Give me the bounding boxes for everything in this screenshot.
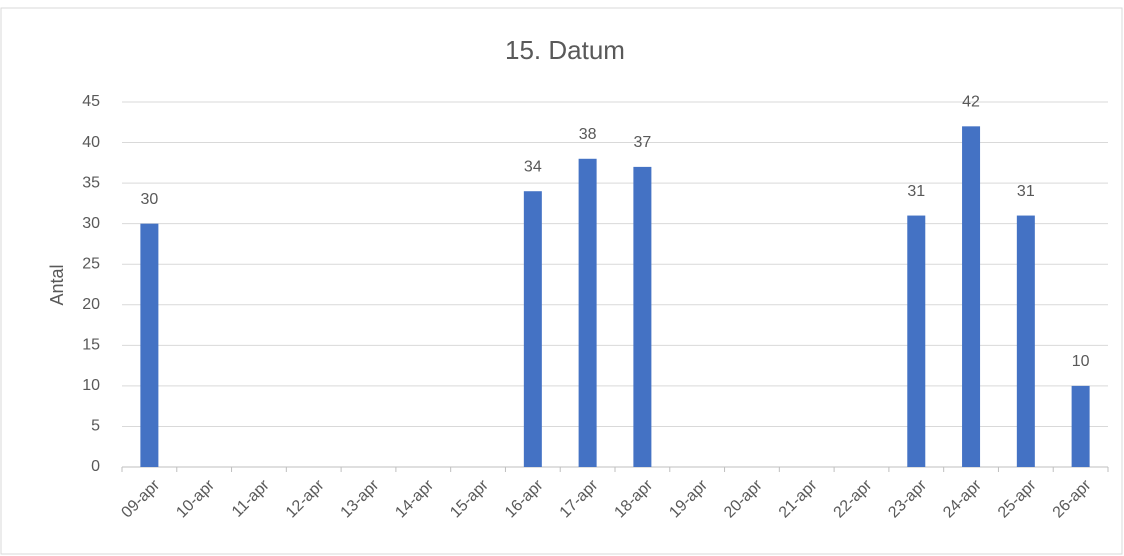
y-tick-label: 45 (82, 93, 100, 110)
y-tick-label: 10 (82, 377, 100, 394)
chart-border (0, 7, 1123, 555)
y-tick-label: 40 (82, 134, 100, 151)
data-label: 38 (579, 126, 597, 143)
y-tick-label: 30 (82, 215, 100, 232)
data-label: 31 (1017, 183, 1035, 200)
bar (523, 191, 542, 467)
bar (633, 166, 652, 467)
data-label: 31 (907, 183, 925, 200)
y-tick-label: 15 (82, 337, 100, 354)
data-label: 37 (633, 134, 651, 151)
bar (907, 215, 926, 467)
y-tick-label: 20 (82, 296, 100, 313)
y-tick-label: 35 (82, 174, 100, 191)
bar (962, 126, 981, 467)
y-tick-label: 25 (82, 255, 100, 272)
data-label: 30 (140, 191, 158, 208)
data-label: 10 (1072, 353, 1090, 370)
bar (1071, 385, 1090, 467)
y-tick-label: 0 (91, 458, 100, 475)
chart-title: 15. Datum (505, 35, 625, 65)
bar (1016, 215, 1035, 467)
data-label: 34 (524, 158, 542, 175)
bar (578, 158, 597, 467)
bar (140, 223, 159, 467)
y-axis-label: Antal (47, 264, 67, 305)
y-tick-label: 5 (91, 418, 100, 435)
data-label: 42 (962, 94, 980, 111)
